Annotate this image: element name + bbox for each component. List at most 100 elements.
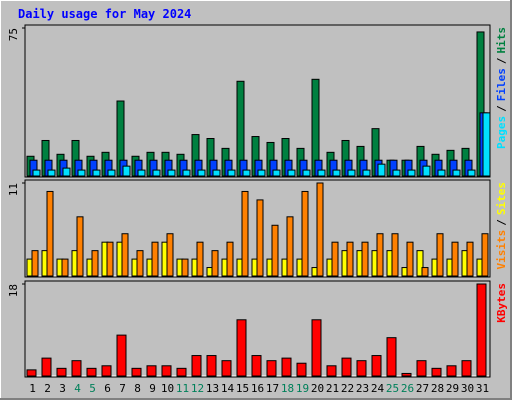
- bar: [332, 169, 341, 177]
- x-tick-label: 31: [476, 382, 489, 395]
- bar: [46, 190, 54, 277]
- bar: [296, 362, 307, 377]
- legend-entry: Sites: [495, 182, 508, 215]
- bar: [151, 241, 159, 277]
- bar: [121, 233, 129, 277]
- bar: [391, 233, 399, 277]
- bar: [131, 367, 142, 377]
- bar: [196, 241, 204, 277]
- bar: [167, 169, 176, 177]
- bar: [106, 241, 114, 277]
- bar: [416, 250, 424, 277]
- bar: [416, 360, 427, 377]
- x-tick-label: 25: [386, 382, 399, 395]
- x-tick-label: 20: [311, 382, 324, 395]
- x-tick-label: 19: [296, 382, 309, 395]
- x-tick-label: 1: [29, 382, 36, 395]
- bar: [86, 367, 97, 377]
- bar: [362, 169, 371, 177]
- bar: [92, 169, 101, 177]
- y-tick-label: 75: [7, 28, 20, 41]
- bar: [91, 250, 99, 277]
- bar: [446, 365, 457, 377]
- bar: [466, 241, 474, 277]
- x-tick-label: 30: [461, 382, 474, 395]
- legend-entry: Files: [495, 68, 508, 101]
- x-tick-label: 17: [266, 382, 279, 395]
- bar: [431, 367, 442, 377]
- bar: [361, 241, 369, 277]
- y-tick-label: 18: [7, 284, 20, 297]
- x-tick-label: 13: [206, 382, 219, 395]
- bar: [341, 357, 352, 377]
- bar: [286, 216, 294, 277]
- bar: [406, 241, 414, 277]
- bar: [476, 283, 487, 377]
- x-tick-label: 16: [251, 382, 264, 395]
- bar: [461, 360, 472, 377]
- bar: [227, 169, 236, 177]
- bar: [41, 357, 52, 377]
- x-tick-label: 10: [161, 382, 174, 395]
- bar: [56, 367, 67, 377]
- bar: [77, 169, 86, 177]
- bar: [281, 357, 292, 377]
- legend-entry: KBytes: [495, 283, 508, 323]
- x-tick-label: 22: [341, 382, 354, 395]
- bar: [136, 250, 144, 277]
- legend-separator: /: [495, 57, 508, 64]
- bar: [467, 169, 476, 177]
- bar: [71, 360, 82, 377]
- bar: [326, 365, 337, 377]
- x-tick-label: 24: [371, 382, 385, 395]
- bar: [482, 112, 491, 177]
- bar: [226, 241, 234, 277]
- legend: KBytes: [495, 283, 508, 323]
- x-tick-label: 18: [281, 382, 294, 395]
- bar: [481, 233, 489, 277]
- bar: [211, 250, 219, 277]
- bar: [311, 319, 322, 377]
- bar: [266, 360, 277, 377]
- bar: [287, 169, 296, 177]
- bar: [122, 165, 131, 177]
- x-tick-label: 29: [446, 382, 459, 395]
- bar: [302, 169, 311, 177]
- legend-entry: Pages: [495, 116, 508, 149]
- bar: [76, 216, 84, 277]
- bar: [152, 169, 161, 177]
- x-tick-label: 26: [401, 382, 414, 395]
- bar: [221, 360, 232, 377]
- chart-title: Daily usage for May 2024: [18, 7, 191, 21]
- legend-separator: /: [495, 105, 508, 112]
- x-tick-label: 4: [74, 382, 81, 395]
- bar: [371, 355, 382, 377]
- bar: [197, 169, 206, 177]
- x-tick-label: 21: [326, 382, 339, 395]
- bar: [137, 169, 146, 177]
- bar: [166, 233, 174, 277]
- bar: [317, 169, 326, 177]
- bar: [436, 233, 444, 277]
- bar: [301, 190, 309, 277]
- bar: [271, 224, 279, 277]
- bar: [451, 241, 459, 277]
- bar: [236, 319, 247, 377]
- bar: [161, 365, 172, 377]
- y-tick-label: 11: [7, 183, 20, 196]
- bar: [176, 367, 187, 377]
- bar: [437, 169, 446, 177]
- bar: [61, 258, 69, 277]
- x-tick-label: 11: [176, 382, 189, 395]
- bar: [377, 163, 386, 177]
- bar: [347, 169, 356, 177]
- x-tick-label: 14: [221, 382, 235, 395]
- bar: [181, 258, 189, 277]
- legend: Visits / Sites: [495, 182, 508, 270]
- legend-separator: /: [495, 219, 508, 226]
- bar: [206, 355, 217, 377]
- legend-entry: Visits: [495, 230, 508, 270]
- x-tick-label: 15: [236, 382, 249, 395]
